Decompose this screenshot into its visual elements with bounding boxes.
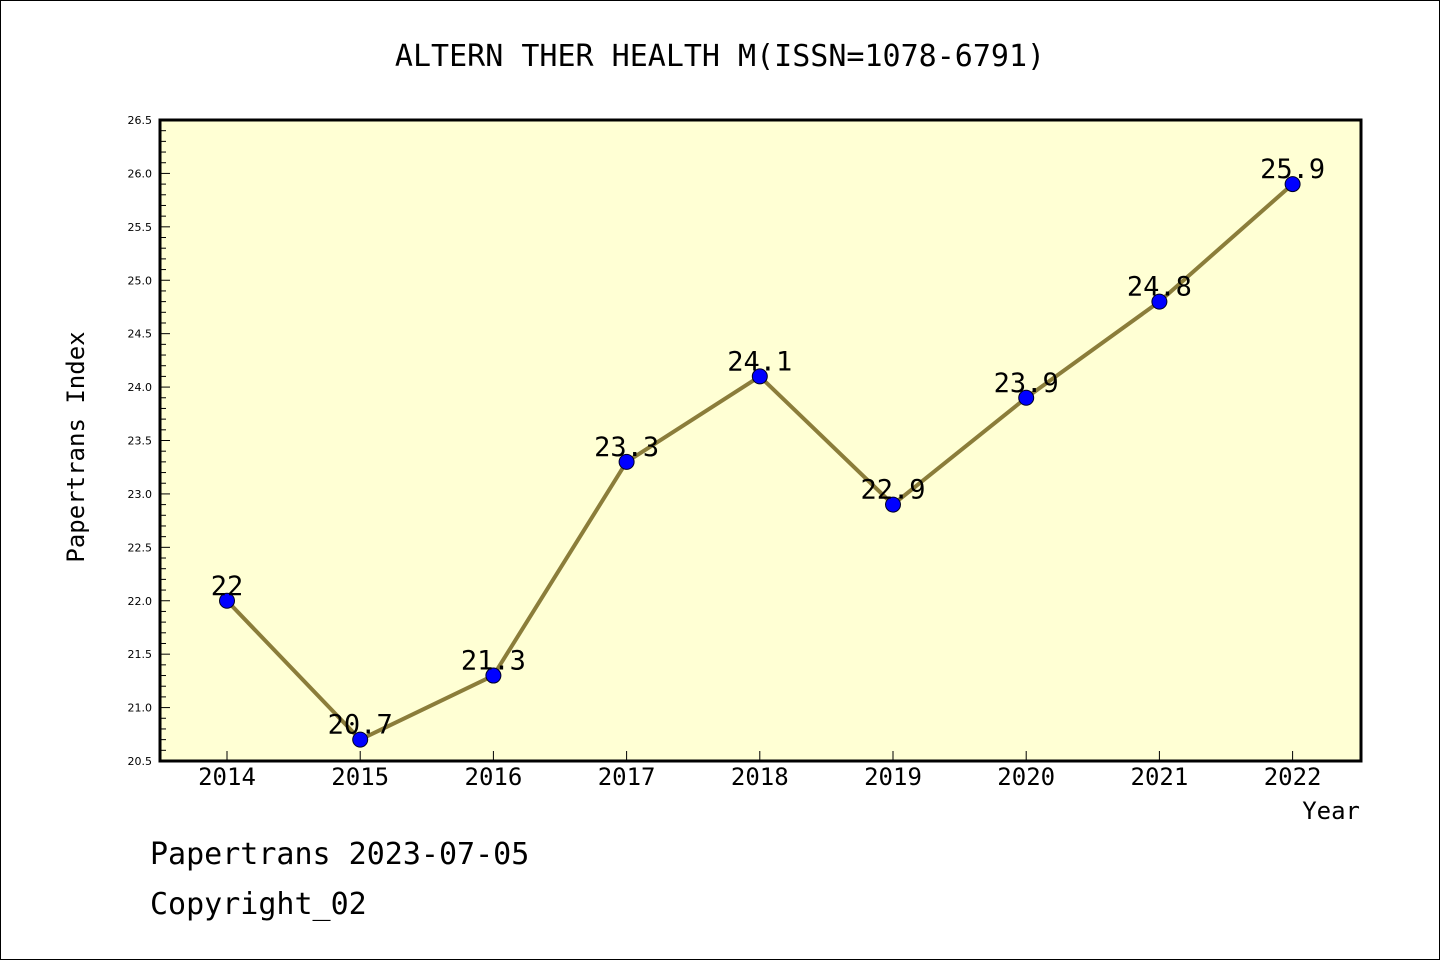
data-label: 22.9 xyxy=(860,475,925,506)
y-tick-label: 24.5 xyxy=(128,328,153,341)
x-tick-label: 2022 xyxy=(1264,763,1322,791)
y-tick-label: 23.0 xyxy=(128,488,153,501)
chart-title: ALTERN THER HEALTH M(ISSN=1078-6791) xyxy=(395,39,1045,74)
data-label: 24.1 xyxy=(727,346,792,377)
data-point xyxy=(219,592,235,609)
data-label: 24.8 xyxy=(1127,272,1192,303)
footer-copyright: Copyright_02 xyxy=(150,887,367,922)
y-tick-label: 23.5 xyxy=(128,435,153,448)
data-point xyxy=(885,496,901,513)
x-axis: 2014 2015 2016 2017 2018 2019 2020 2021 2022 xyxy=(198,751,1321,791)
x-tick-label: 2021 xyxy=(1131,763,1189,791)
data-point xyxy=(1151,293,1168,310)
y-tick-label: 21.5 xyxy=(128,648,153,661)
x-tick-label: 2017 xyxy=(598,763,656,791)
data-point xyxy=(751,368,768,385)
y-tick-label: 25.5 xyxy=(128,221,153,234)
y-tick-label: 26.5 xyxy=(128,114,153,127)
x-tick-label: 2014 xyxy=(198,763,256,791)
y-tick-label: 22.0 xyxy=(128,595,153,608)
data-label: 23.3 xyxy=(594,432,659,463)
y-tick-label: 26.0 xyxy=(128,167,153,180)
data-label: 21.3 xyxy=(461,646,526,677)
data-label: 25.9 xyxy=(1260,154,1325,185)
x-tick-label: 2018 xyxy=(731,763,789,791)
y-tick-label: 24.0 xyxy=(128,381,153,394)
data-point xyxy=(485,667,502,684)
y-tick-label: 21.0 xyxy=(128,702,153,715)
plot-border xyxy=(158,118,1363,763)
y-axis-label: Papertrans Index xyxy=(62,331,90,562)
plot-area xyxy=(160,120,1361,761)
data-label: 23.9 xyxy=(994,368,1059,399)
y-tick-label: 22.5 xyxy=(128,541,153,554)
footer-date: Papertrans 2023-07-05 xyxy=(150,837,529,872)
data-label: 22 xyxy=(211,571,244,602)
data-labels: 22 20.7 21.3 23.3 24.1 22.9 23.9 24.8 25.9 xyxy=(211,154,1325,741)
data-point xyxy=(352,731,369,748)
series-markers xyxy=(219,176,1301,748)
x-tick-label: 2016 xyxy=(465,763,523,791)
data-point xyxy=(1018,389,1035,406)
data-point xyxy=(618,453,635,470)
x-tick-label: 2015 xyxy=(331,763,389,791)
x-tick-label: 2020 xyxy=(997,763,1055,791)
data-point xyxy=(1284,176,1301,193)
data-label: 20.7 xyxy=(328,710,393,741)
x-tick-label: 2019 xyxy=(864,763,922,791)
y-tick-label: 25.0 xyxy=(128,274,153,287)
y-tick-label: 20.5 xyxy=(128,755,153,768)
x-axis-label: Year xyxy=(1302,797,1360,825)
